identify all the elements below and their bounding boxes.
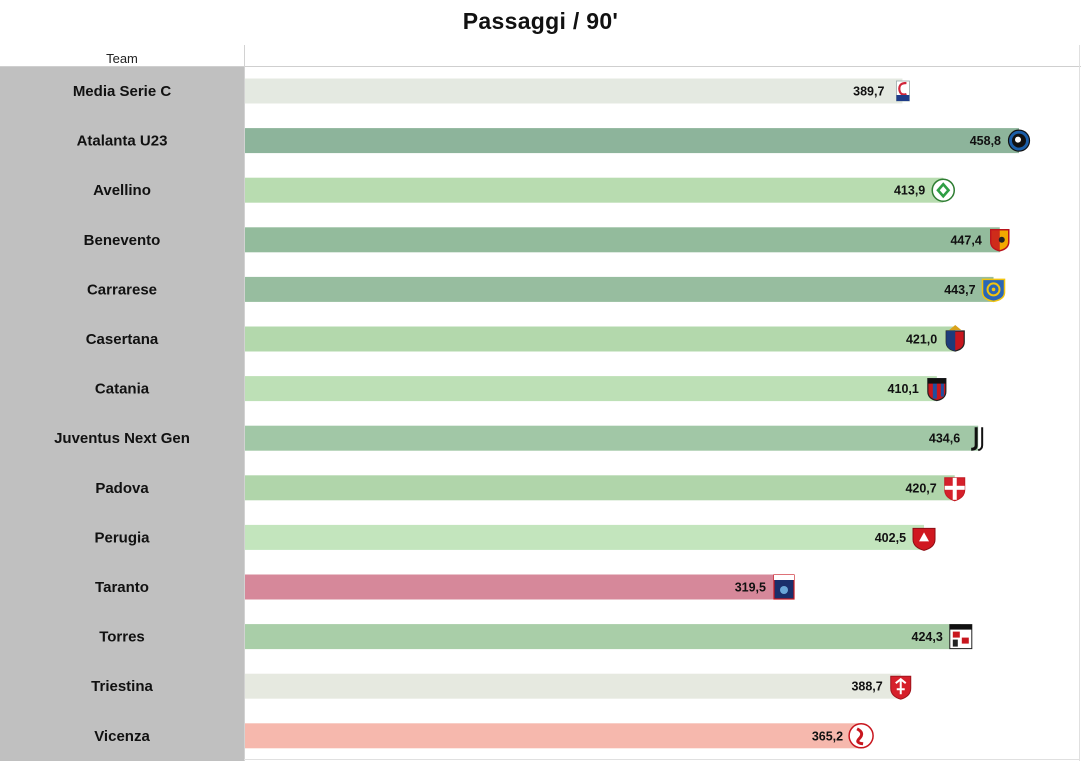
bar-perugia [245, 524, 925, 550]
value-label-triestina: 388,7 [851, 680, 882, 694]
value-label-media-serie-c: 389,7 [853, 85, 884, 99]
bar-vicenza [245, 723, 862, 749]
team-label-media-serie-c: Media Serie C [73, 83, 172, 100]
team-label-juventus-next-gen: Juventus Next Gen [54, 430, 190, 447]
column-divider [244, 45, 245, 761]
team-column-header: Team [106, 51, 138, 66]
team-label-catania: Catania [95, 381, 150, 398]
value-label-benevento: 447,4 [950, 233, 981, 247]
bar-carrarese [245, 276, 994, 302]
value-label-atalanta-u23: 458,8 [970, 134, 1001, 148]
value-label-casertana: 421,0 [906, 333, 937, 347]
benevento-logo-icon [990, 229, 1010, 252]
triestina-logo-icon [890, 675, 912, 700]
perugia-logo-icon [912, 527, 936, 551]
team-label-atalanta-u23: Atalanta U23 [77, 133, 168, 150]
vicenza-logo-icon [848, 723, 874, 749]
team-label-casertana: Casertana [86, 331, 159, 348]
team-label-benevento: Benevento [84, 232, 161, 249]
bar-triestina [245, 673, 901, 699]
header-rule [0, 66, 1081, 67]
value-label-torres: 424,3 [912, 630, 943, 644]
taranto-logo-icon [773, 574, 795, 600]
bar-benevento [245, 227, 1000, 253]
value-label-padova: 420,7 [905, 481, 936, 495]
bar-torres [245, 624, 961, 650]
team-label-perugia: Perugia [94, 529, 150, 546]
chart-title: Passaggi / 90' [462, 8, 619, 34]
team-label-avellino: Avellino [93, 182, 151, 199]
bottom-border [244, 759, 1080, 760]
bar-juventus-next-gen [245, 425, 979, 451]
bar-casertana [245, 326, 956, 352]
value-label-vicenza: 365,2 [812, 729, 843, 743]
bar-atalanta-u23 [245, 128, 1019, 154]
team-label-carrarese: Carrarese [87, 281, 157, 298]
bar-media-serie-c [245, 78, 903, 104]
bar-catania [245, 376, 937, 402]
right-border [1079, 45, 1080, 761]
table-header: Team [0, 45, 1081, 67]
team-label-torres: Torres [99, 629, 145, 646]
team-label-padova: Padova [95, 480, 149, 497]
team-label-vicenza: Vicenza [94, 728, 150, 745]
value-label-carrarese: 443,7 [944, 283, 975, 297]
team-column-background [0, 67, 244, 761]
torres-logo-icon [949, 624, 973, 650]
value-label-taranto: 319,5 [735, 581, 766, 595]
value-label-perugia: 402,5 [875, 531, 906, 545]
serie-c-logo-icon [896, 80, 910, 102]
casertana-logo-icon [945, 325, 965, 352]
avellino-logo-icon [931, 178, 956, 202]
bar-taranto [245, 574, 784, 600]
value-label-avellino: 413,9 [894, 184, 925, 198]
team-label-triestina: Triestina [91, 678, 153, 695]
padova-logo-icon [944, 477, 966, 502]
bar-padova [245, 475, 955, 501]
atalanta-logo-icon [1007, 129, 1031, 152]
team-label-taranto: Taranto [95, 579, 149, 596]
carrarese-logo-icon [981, 278, 1006, 303]
value-label-juventus-next-gen: 434,6 [929, 432, 960, 446]
juventus-logo-icon [971, 427, 984, 452]
bar-avellino [245, 177, 944, 203]
value-label-catania: 410,1 [888, 382, 919, 396]
catania-logo-icon [927, 378, 947, 402]
